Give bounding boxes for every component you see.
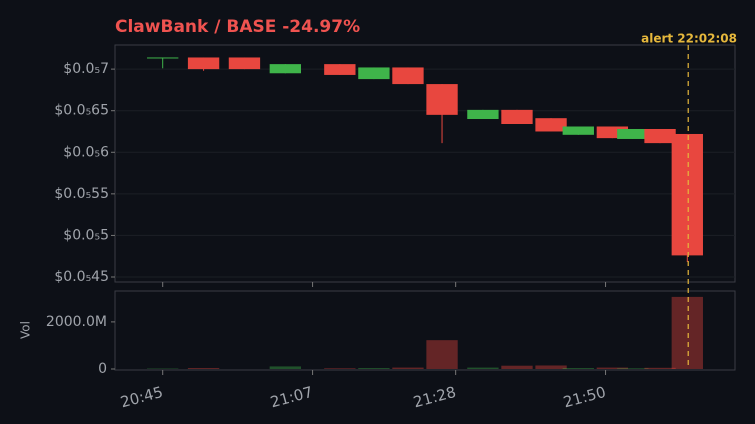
y-tick-label: $0.0₅6 [63,144,109,160]
volume-bar [467,367,499,369]
volume-bar [324,368,356,369]
volume-y-tick-label: 0 [98,361,107,377]
candle-body [617,128,649,139]
candle-body [269,64,301,74]
price-panel [114,44,736,283]
y-tick-label: $0.0₅55 [54,186,109,202]
volume-y-tick-label: 2000.0M [46,314,107,330]
candle-body [426,84,458,115]
volume-bar [187,368,220,369]
volume-bar [671,296,703,369]
candle-body [671,133,703,256]
chart-title: ClawBank / BASE -24.97% [115,17,360,37]
candle-body [562,126,594,135]
volume-bar [392,367,424,369]
y-tick-label: $0.0₅7 [63,61,109,77]
candle-body [392,67,424,85]
volume-bar [358,368,390,369]
candle-body [228,57,261,70]
candle-body [501,109,533,124]
volume-bar [535,365,567,369]
volume-bar [501,365,533,369]
candle-body [596,126,629,139]
candle-body [147,57,179,59]
y-tick-label: $0.0₅5 [63,227,109,243]
volume-bar [426,340,458,369]
candle-body [187,57,220,70]
volume-bar [617,368,649,369]
candle-body [535,118,567,132]
candle-body [324,64,356,75]
volume-bar [596,367,629,369]
volume-bar [562,368,594,369]
alert-label: alert 22:02:08 [641,32,737,46]
candle-body [358,67,390,80]
volume-bar [644,367,676,369]
y-tick-label: $0.0₅45 [54,269,109,285]
volume-panel [114,290,736,371]
candle-body [644,128,676,144]
y-tick-label: $0.0₅65 [54,103,109,119]
volume-bar [269,366,301,369]
volume-axis-label: Vol [19,321,33,339]
candle-body [467,109,499,120]
